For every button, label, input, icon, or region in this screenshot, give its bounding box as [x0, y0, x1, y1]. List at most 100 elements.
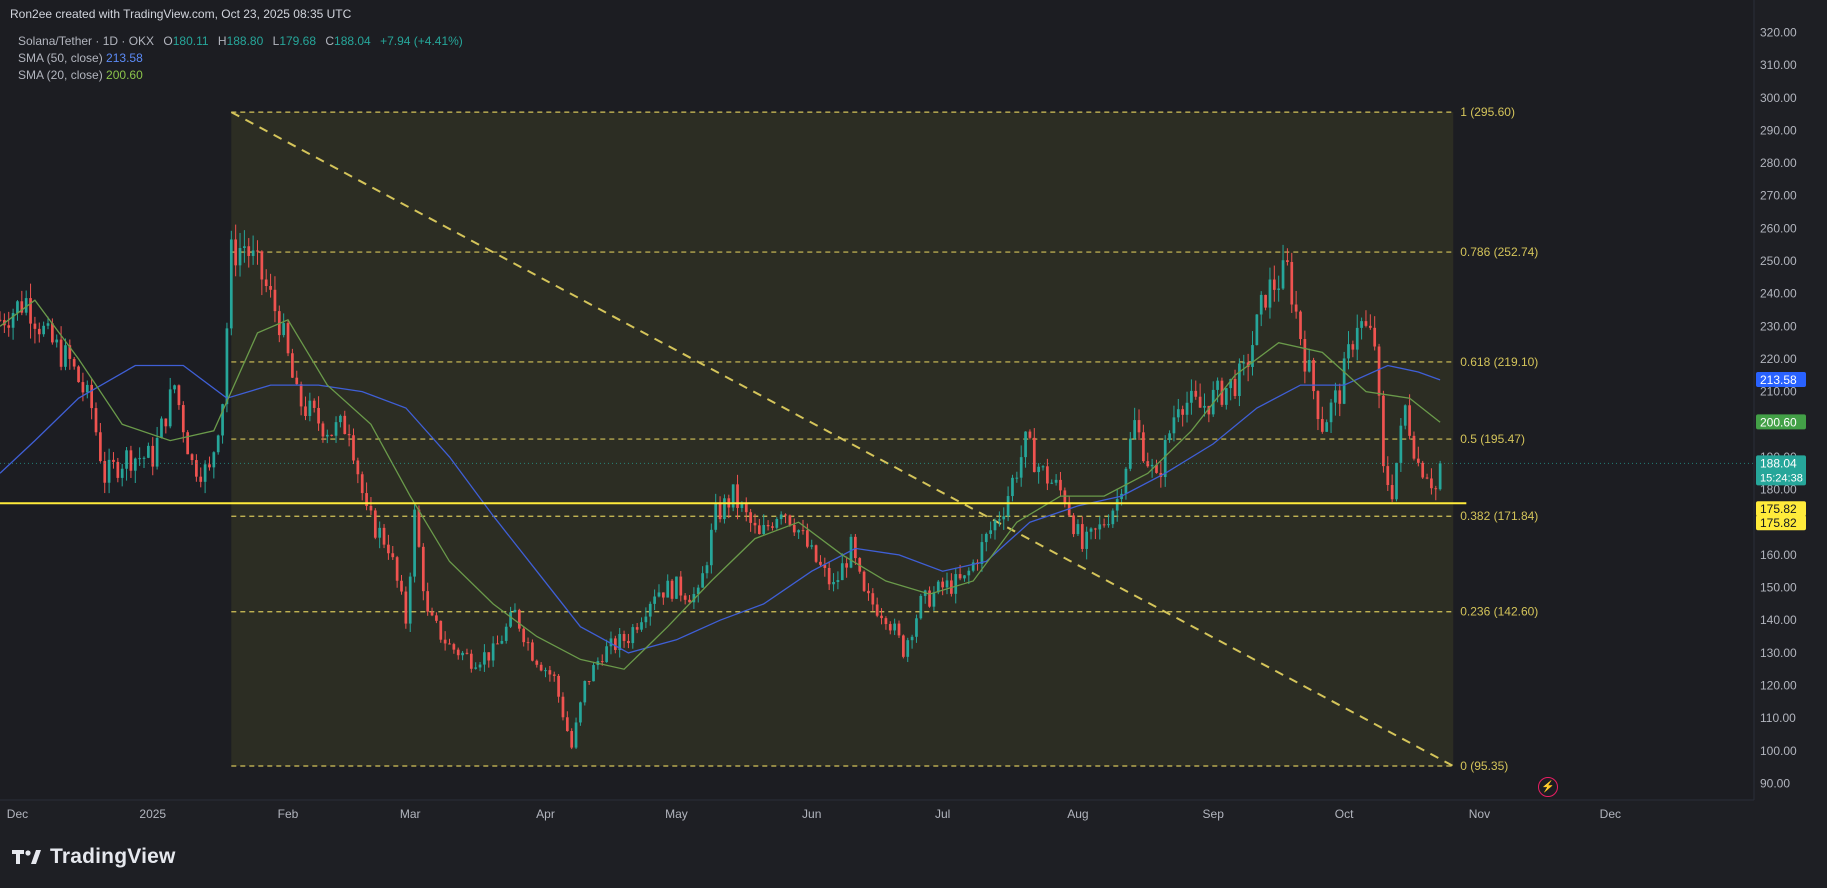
candle-body [478, 664, 482, 668]
candle-body [967, 570, 971, 576]
candle [1002, 507, 1006, 530]
candle [234, 224, 238, 277]
candle-body [845, 563, 848, 568]
candle-body [347, 434, 351, 436]
candle [421, 543, 425, 601]
candle-body [613, 638, 617, 650]
y-tick-label: 290.00 [1760, 123, 1797, 137]
candle [1172, 405, 1176, 442]
candle-body [1434, 488, 1438, 490]
candle [343, 410, 347, 435]
candle-body [1115, 499, 1119, 511]
candle-body [1172, 417, 1176, 434]
ohlc-open-value: 180.11 [172, 34, 209, 48]
candle-body [1329, 402, 1333, 423]
candle [648, 601, 652, 626]
candle-body [138, 458, 142, 460]
candle [0, 311, 2, 322]
candle-body [618, 634, 622, 650]
candle-body [945, 580, 949, 588]
brand-logo[interactable]: TradingView [12, 845, 176, 869]
lightning-icon[interactable]: ⚡ [1538, 777, 1558, 797]
candle [212, 451, 216, 479]
candle-body [661, 592, 665, 598]
candle [352, 428, 355, 465]
x-tick-label: May [665, 807, 688, 821]
candle-body [491, 643, 495, 661]
candle [387, 534, 390, 560]
candle [1277, 275, 1281, 302]
candle-body [779, 514, 783, 519]
candle [1181, 405, 1185, 427]
candle [16, 300, 19, 321]
candle-body [1102, 524, 1106, 526]
candle [1264, 294, 1267, 311]
candle [85, 380, 89, 399]
candle-body [456, 649, 460, 656]
candle [1360, 317, 1363, 340]
fib-level-label-3: 0.5 (195.47) [1460, 432, 1525, 446]
candle-body [1181, 409, 1185, 415]
candle [295, 370, 299, 385]
candle-body [1408, 405, 1411, 436]
candle-body [343, 415, 347, 435]
candle [1368, 314, 1372, 330]
candle-body [282, 323, 286, 336]
candle [552, 671, 556, 682]
candle-body [1198, 396, 1202, 408]
candle [1351, 340, 1355, 358]
candle [1098, 516, 1102, 540]
candle-body [688, 599, 691, 603]
sma50-legend[interactable]: SMA (50, close) 213.58 [18, 51, 143, 65]
candle-body [103, 461, 107, 483]
candle [1390, 474, 1394, 503]
candle-body [958, 574, 962, 579]
candle-body [173, 385, 176, 390]
candle-body [766, 524, 770, 527]
candle-body [72, 358, 76, 367]
candle-body [238, 248, 242, 266]
x-tick-label: Aug [1067, 807, 1088, 821]
candle [308, 392, 312, 422]
candle-body [1024, 431, 1027, 458]
candle [496, 635, 499, 645]
candle [1028, 429, 1032, 440]
candle [653, 589, 656, 611]
candle [199, 467, 203, 488]
candle [1011, 474, 1014, 502]
candle-body [369, 505, 373, 511]
candle-body [1242, 362, 1246, 364]
candle-body [1312, 359, 1315, 392]
candle-body [705, 565, 709, 574]
candle-body [417, 509, 421, 547]
candle [661, 592, 665, 605]
candle-body [653, 596, 656, 604]
candle-body [592, 665, 595, 682]
candle-body [897, 623, 901, 636]
candle-body [151, 445, 155, 467]
candle [1312, 357, 1315, 400]
candle [186, 430, 190, 455]
candle [452, 642, 456, 654]
candle [1198, 383, 1202, 408]
candle-body [1320, 419, 1324, 432]
candle [42, 321, 45, 337]
candle [1364, 310, 1368, 328]
candle [666, 574, 670, 598]
candle-body [243, 246, 246, 249]
sma20-legend[interactable]: SMA (20, close) 200.60 [18, 68, 143, 82]
y-tick-label: 90.00 [1760, 776, 1790, 790]
symbol-legend[interactable]: Solana/Tether · 1D · OKX O180.11 H188.80… [18, 34, 463, 48]
candle [1190, 379, 1193, 415]
candle-body [365, 493, 368, 506]
candle-body [1316, 391, 1320, 420]
y-tick-label: 230.00 [1760, 319, 1797, 333]
y-tick-label: 100.00 [1760, 744, 1797, 758]
candle [1430, 468, 1433, 495]
candle [1416, 446, 1420, 467]
candle [72, 357, 76, 370]
candle-body [1272, 279, 1276, 290]
candle [1059, 471, 1062, 497]
